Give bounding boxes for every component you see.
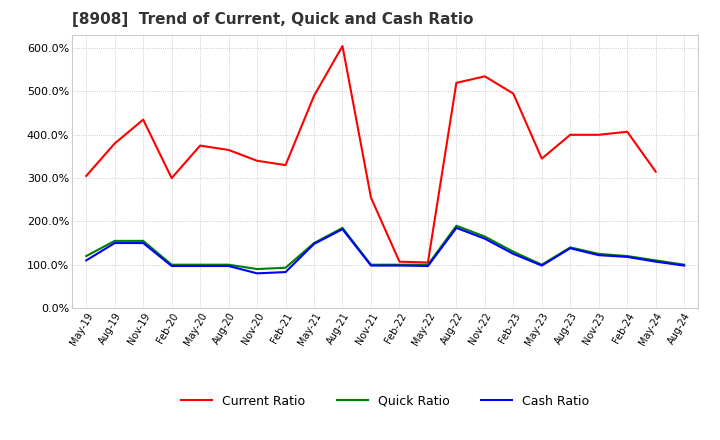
Quick Ratio bbox=[480, 234, 489, 239]
Current Ratio bbox=[566, 132, 575, 137]
Cash Ratio bbox=[310, 241, 318, 246]
Line: Quick Ratio: Quick Ratio bbox=[86, 226, 684, 269]
Quick Ratio bbox=[566, 245, 575, 250]
Quick Ratio bbox=[652, 258, 660, 263]
Quick Ratio bbox=[595, 251, 603, 257]
Current Ratio bbox=[595, 132, 603, 137]
Current Ratio bbox=[480, 73, 489, 79]
Cash Ratio bbox=[196, 264, 204, 269]
Cash Ratio bbox=[366, 263, 375, 268]
Cash Ratio bbox=[282, 269, 290, 275]
Current Ratio bbox=[652, 169, 660, 174]
Current Ratio bbox=[452, 80, 461, 85]
Quick Ratio bbox=[167, 262, 176, 268]
Cash Ratio bbox=[253, 271, 261, 276]
Current Ratio bbox=[196, 143, 204, 148]
Current Ratio bbox=[537, 156, 546, 161]
Quick Ratio bbox=[139, 238, 148, 243]
Current Ratio bbox=[253, 158, 261, 163]
Text: [8908]  Trend of Current, Quick and Cash Ratio: [8908] Trend of Current, Quick and Cash … bbox=[72, 12, 473, 27]
Quick Ratio bbox=[338, 225, 347, 231]
Quick Ratio bbox=[110, 238, 119, 243]
Current Ratio bbox=[82, 173, 91, 179]
Quick Ratio bbox=[253, 266, 261, 271]
Current Ratio bbox=[509, 91, 518, 96]
Quick Ratio bbox=[225, 262, 233, 268]
Cash Ratio bbox=[110, 240, 119, 246]
Quick Ratio bbox=[452, 223, 461, 228]
Cash Ratio bbox=[452, 225, 461, 231]
Quick Ratio bbox=[82, 253, 91, 259]
Current Ratio bbox=[110, 141, 119, 146]
Cash Ratio bbox=[595, 253, 603, 258]
Cash Ratio bbox=[423, 264, 432, 269]
Cash Ratio bbox=[338, 227, 347, 232]
Current Ratio bbox=[310, 93, 318, 99]
Quick Ratio bbox=[196, 262, 204, 268]
Quick Ratio bbox=[509, 249, 518, 254]
Cash Ratio bbox=[167, 264, 176, 269]
Current Ratio bbox=[338, 44, 347, 49]
Cash Ratio bbox=[680, 263, 688, 268]
Line: Cash Ratio: Cash Ratio bbox=[86, 228, 684, 273]
Current Ratio bbox=[139, 117, 148, 122]
Current Ratio bbox=[282, 162, 290, 168]
Cash Ratio bbox=[652, 259, 660, 264]
Quick Ratio bbox=[680, 262, 688, 268]
Line: Current Ratio: Current Ratio bbox=[86, 46, 656, 263]
Quick Ratio bbox=[282, 265, 290, 270]
Quick Ratio bbox=[395, 262, 404, 268]
Current Ratio bbox=[623, 129, 631, 134]
Cash Ratio bbox=[82, 258, 91, 263]
Cash Ratio bbox=[509, 251, 518, 257]
Cash Ratio bbox=[225, 264, 233, 269]
Current Ratio bbox=[366, 195, 375, 200]
Current Ratio bbox=[225, 147, 233, 153]
Quick Ratio bbox=[623, 253, 631, 259]
Cash Ratio bbox=[480, 236, 489, 242]
Cash Ratio bbox=[139, 240, 148, 246]
Current Ratio bbox=[395, 259, 404, 264]
Cash Ratio bbox=[537, 263, 546, 268]
Quick Ratio bbox=[310, 240, 318, 246]
Quick Ratio bbox=[423, 262, 432, 268]
Current Ratio bbox=[423, 260, 432, 265]
Current Ratio bbox=[167, 176, 176, 181]
Quick Ratio bbox=[366, 262, 375, 268]
Cash Ratio bbox=[395, 263, 404, 268]
Cash Ratio bbox=[566, 246, 575, 251]
Cash Ratio bbox=[623, 254, 631, 260]
Quick Ratio bbox=[537, 262, 546, 268]
Legend: Current Ratio, Quick Ratio, Cash Ratio: Current Ratio, Quick Ratio, Cash Ratio bbox=[176, 390, 594, 413]
